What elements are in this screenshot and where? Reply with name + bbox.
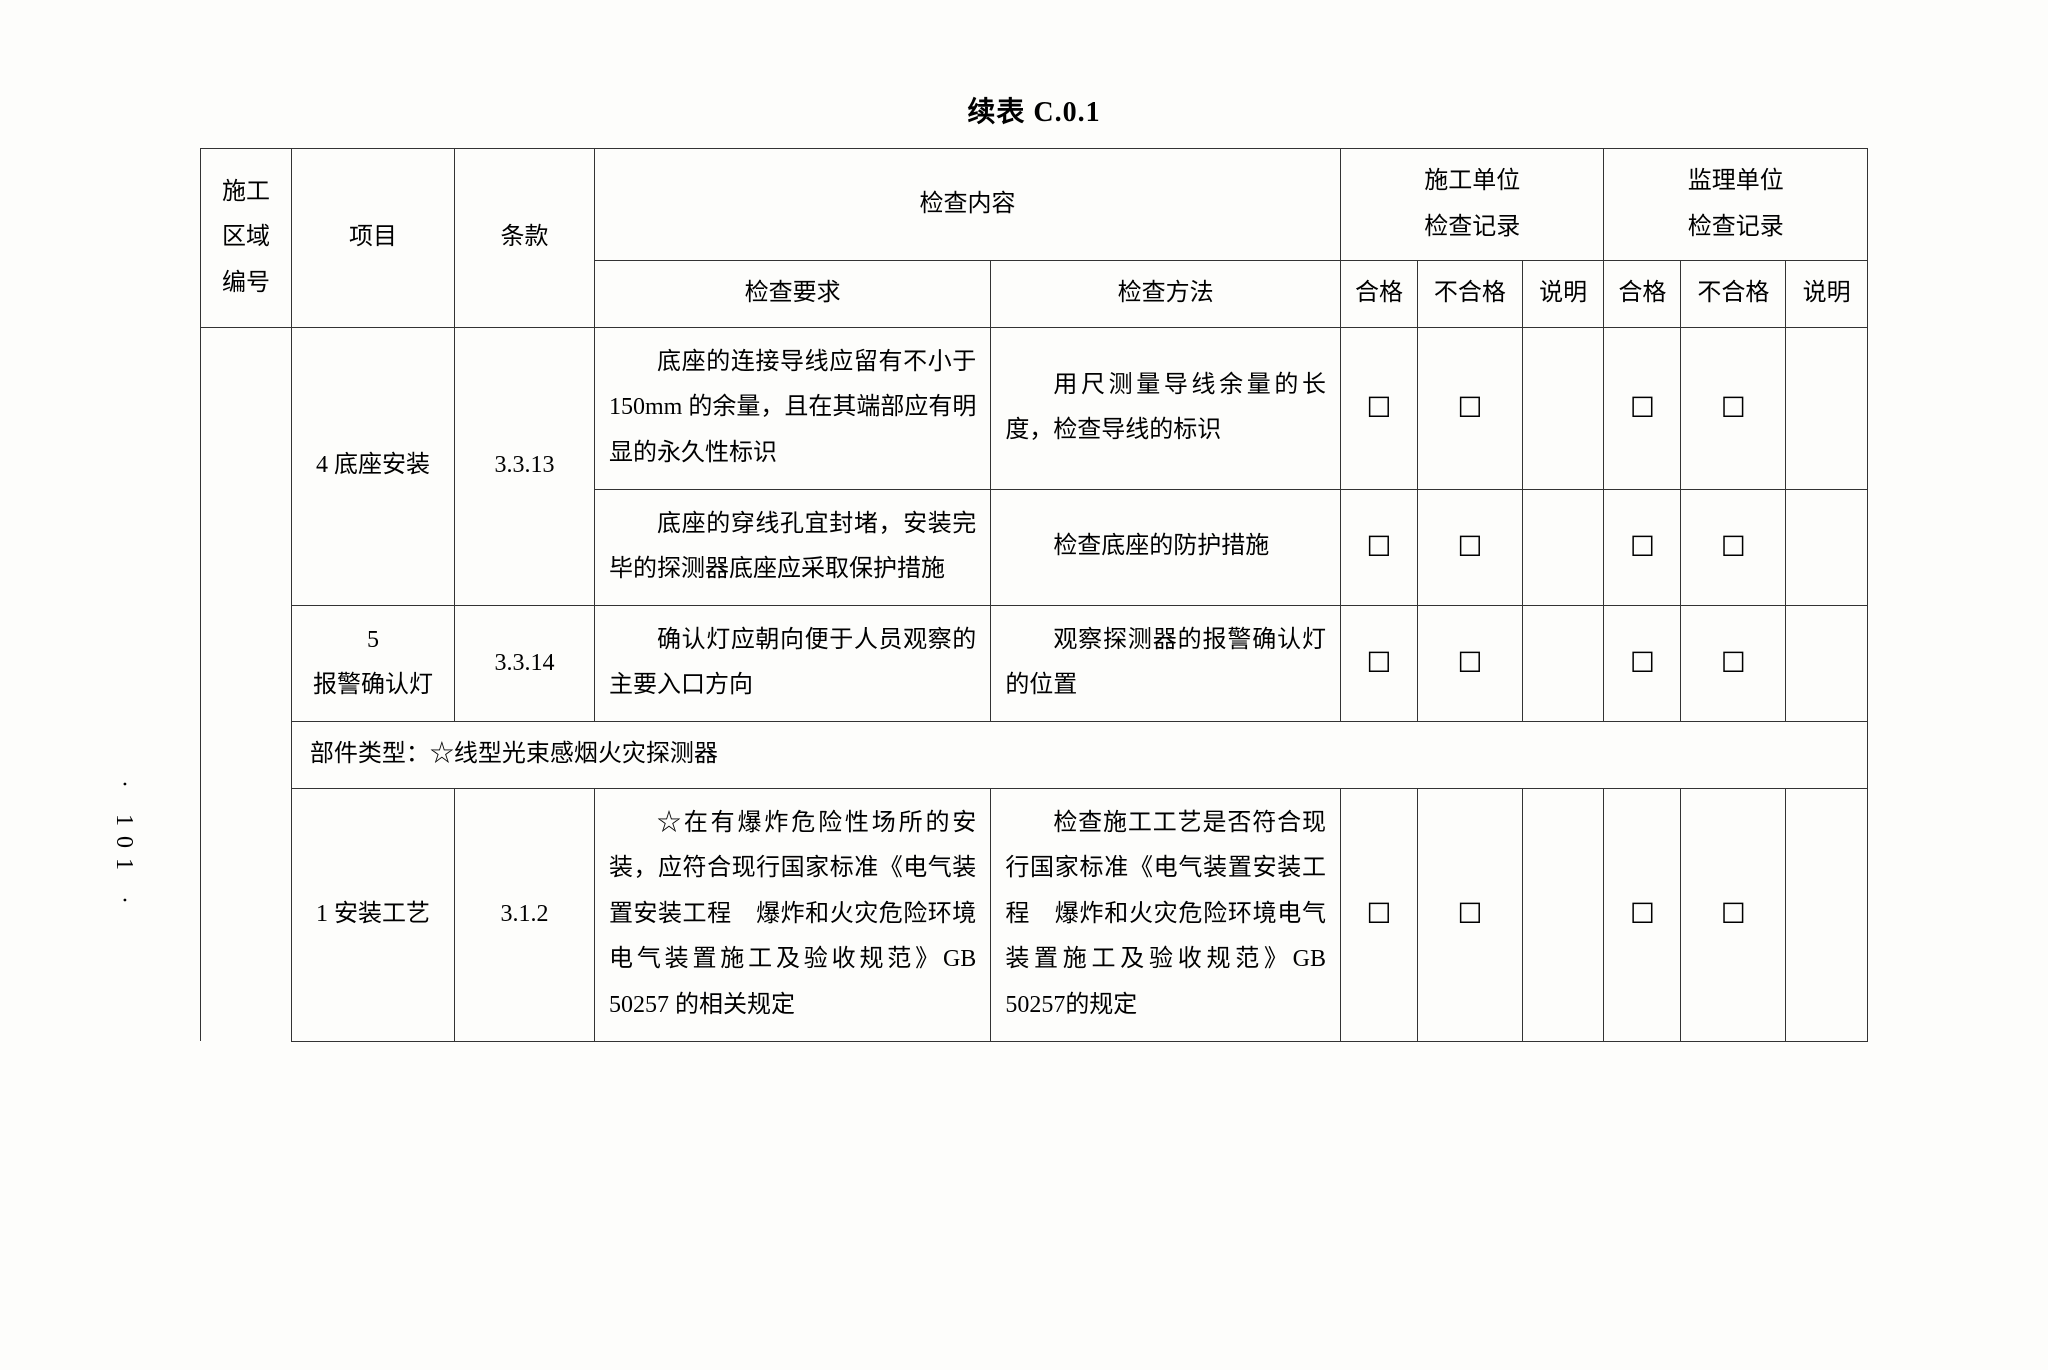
clause-cell: 3.3.14 bbox=[455, 605, 595, 721]
hdr-note-2: 说明 bbox=[1786, 261, 1868, 328]
checkbox-icon[interactable]: ☐ bbox=[1681, 489, 1786, 605]
clause-cell: 3.1.2 bbox=[455, 788, 595, 1041]
table-row: 4 底座安装 3.3.13 底座的连接导线应留有不小于 150mm 的余量，且在… bbox=[201, 327, 1868, 489]
checkbox-icon[interactable]: ☐ bbox=[1417, 327, 1522, 489]
note-cell bbox=[1522, 489, 1604, 605]
note-cell bbox=[1522, 605, 1604, 721]
checkbox-icon[interactable]: ☐ bbox=[1681, 327, 1786, 489]
hdr-req: 检查要求 bbox=[594, 261, 990, 328]
note-cell bbox=[1786, 327, 1868, 489]
req-cell: 确认灯应朝向便于人员观察的主要入口方向 bbox=[594, 605, 990, 721]
hdr-note-1: 说明 bbox=[1522, 261, 1604, 328]
hdr-clause: 条款 bbox=[455, 149, 595, 328]
checkbox-icon[interactable]: ☐ bbox=[1417, 788, 1522, 1041]
clause-cell: 3.3.13 bbox=[455, 327, 595, 605]
req-cell: 底座的穿线孔宜封堵，安装完毕的探测器底座应采取保护措施 bbox=[594, 489, 990, 605]
hdr-content: 检查内容 bbox=[594, 149, 1340, 261]
req-cell: ☆在有爆炸危险性场所的安装，应符合现行国家标准《电气装置安装工程 爆炸和火灾危险… bbox=[594, 788, 990, 1041]
inspection-table: 施工 区域 编号 项目 条款 检查内容 施工单位 检查记录 监理单位 检查记录 … bbox=[200, 148, 1868, 1042]
note-cell bbox=[1786, 489, 1868, 605]
note-cell bbox=[1522, 327, 1604, 489]
hdr-constructor: 施工单位 检查记录 bbox=[1341, 149, 1604, 261]
hdr-method: 检查方法 bbox=[991, 261, 1341, 328]
section-header: 部件类型：☆线型光束感烟火灾探测器 bbox=[291, 721, 1867, 788]
hdr-project: 项目 bbox=[291, 149, 454, 328]
method-cell: 观察探测器的报警确认灯的位置 bbox=[991, 605, 1341, 721]
checkbox-icon[interactable]: ☐ bbox=[1417, 605, 1522, 721]
hdr-area: 施工 区域 编号 bbox=[201, 149, 292, 328]
checkbox-icon[interactable]: ☐ bbox=[1341, 788, 1418, 1041]
method-cell: 用尺测量导线余量的长度，检查导线的标识 bbox=[991, 327, 1341, 489]
hdr-fail-2: 不合格 bbox=[1681, 261, 1786, 328]
hdr-supervisor: 监理单位 检查记录 bbox=[1604, 149, 1868, 261]
checkbox-icon[interactable]: ☐ bbox=[1341, 327, 1418, 489]
note-cell bbox=[1786, 788, 1868, 1041]
checkbox-icon[interactable]: ☐ bbox=[1604, 605, 1681, 721]
checkbox-icon[interactable]: ☐ bbox=[1604, 788, 1681, 1041]
table-row: 1 安装工艺 3.1.2 ☆在有爆炸危险性场所的安装，应符合现行国家标准《电气装… bbox=[201, 788, 1868, 1041]
hdr-pass-2: 合格 bbox=[1604, 261, 1681, 328]
checkbox-icon[interactable]: ☐ bbox=[1341, 489, 1418, 605]
header-row-1: 施工 区域 编号 项目 条款 检查内容 施工单位 检查记录 监理单位 检查记录 bbox=[201, 149, 1868, 261]
note-cell bbox=[1786, 605, 1868, 721]
checkbox-icon[interactable]: ☐ bbox=[1604, 327, 1681, 489]
project-cell: 1 安装工艺 bbox=[291, 788, 454, 1041]
checkbox-icon[interactable]: ☐ bbox=[1681, 788, 1786, 1041]
section-header-row: 部件类型：☆线型光束感烟火灾探测器 bbox=[201, 721, 1868, 788]
method-cell: 检查底座的防护措施 bbox=[991, 489, 1341, 605]
table-row: 5 报警确认灯 3.3.14 确认灯应朝向便于人员观察的主要入口方向 观察探测器… bbox=[201, 605, 1868, 721]
checkbox-icon[interactable]: ☐ bbox=[1604, 489, 1681, 605]
method-cell: 检查施工工艺是否符合现行国家标准《电气装置安装工程 爆炸和火灾危险环境电气装置施… bbox=[991, 788, 1341, 1041]
checkbox-icon[interactable]: ☐ bbox=[1681, 605, 1786, 721]
page-number: · 101 · bbox=[110, 780, 137, 914]
checkbox-icon[interactable]: ☐ bbox=[1417, 489, 1522, 605]
req-cell: 底座的连接导线应留有不小于 150mm 的余量，且在其端部应有明显的永久性标识 bbox=[594, 327, 990, 489]
project-cell: 5 报警确认灯 bbox=[291, 605, 454, 721]
checkbox-icon[interactable]: ☐ bbox=[1341, 605, 1418, 721]
project-cell: 4 底座安装 bbox=[291, 327, 454, 605]
table-title: 续表 C.0.1 bbox=[200, 90, 1868, 130]
hdr-fail-1: 不合格 bbox=[1417, 261, 1522, 328]
hdr-pass-1: 合格 bbox=[1341, 261, 1418, 328]
note-cell bbox=[1522, 788, 1604, 1041]
area-cell bbox=[201, 327, 292, 1041]
